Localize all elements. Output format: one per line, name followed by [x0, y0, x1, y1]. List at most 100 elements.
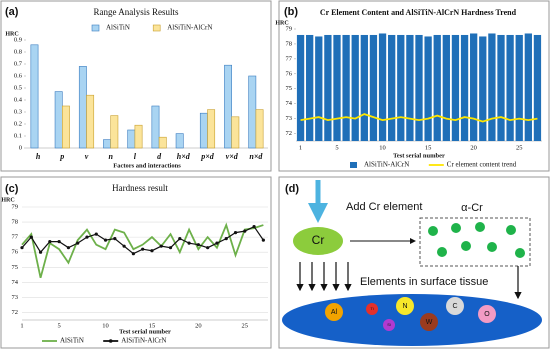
bar [110, 115, 119, 149]
y-tick-label: 73 [286, 115, 293, 122]
y-tick-label: 75 [12, 264, 19, 271]
y-tick-label: 0.7 [14, 60, 23, 67]
bar [324, 34, 332, 142]
bar [255, 109, 264, 149]
point [206, 246, 210, 250]
x-tick-label: 20 [470, 144, 477, 151]
y-tick-label: 79 [12, 203, 19, 210]
bar [415, 34, 423, 142]
x-tick-label: 10 [379, 144, 386, 151]
x-tick-label: 5 [335, 144, 338, 151]
y-tick-label: 0.4 [14, 96, 23, 103]
cr-label: Cr [312, 233, 325, 247]
point [141, 247, 145, 251]
bar [360, 34, 368, 142]
legend-label: AlSiTiN-AlCrN [167, 24, 212, 32]
bar [158, 136, 167, 149]
y-tick-label: 72 [286, 130, 293, 137]
bar [78, 66, 87, 149]
point [131, 252, 135, 256]
point [29, 235, 33, 239]
bar [351, 34, 359, 142]
bar [127, 129, 136, 149]
y-tick-label: 79 [286, 25, 293, 32]
x-tick-label: 25 [242, 322, 249, 329]
y-tick-label: 76 [12, 249, 19, 256]
diagram: (d) Add Cr element Cr α-Cr Elements in s… [282, 180, 542, 346]
bar [333, 34, 341, 142]
panel-label: (d) [285, 183, 299, 195]
bar [342, 34, 350, 142]
bar [134, 124, 143, 149]
point [122, 244, 126, 248]
bar [306, 34, 314, 142]
bar [224, 64, 233, 149]
chart-title: Range Analysis Results [94, 7, 179, 17]
bar [86, 94, 95, 149]
x-tick-label: h [36, 152, 41, 161]
y-tick-label: 0.6 [14, 72, 23, 79]
y-tick-label: 0.2 [14, 120, 22, 127]
y-tick-label: 72 [12, 309, 19, 316]
point [113, 237, 117, 241]
bar [470, 33, 478, 142]
element: N [402, 303, 407, 310]
point [187, 241, 191, 245]
y-tick-label: 77 [286, 55, 293, 62]
point [150, 249, 154, 253]
point [243, 229, 247, 233]
y-tick-label: 73 [12, 294, 19, 301]
bar [378, 33, 387, 142]
phase-box [419, 217, 531, 267]
x-tick-label: v [85, 152, 89, 161]
bar [296, 34, 305, 142]
point [178, 237, 182, 241]
point [85, 235, 89, 239]
y-axis-label: HRC [5, 31, 18, 37]
bar [406, 34, 414, 142]
y-tick-label: 0.5 [14, 84, 22, 91]
point [224, 237, 228, 241]
chart-title: Cr Element Content and AlSiTiN-AlCrN Har… [320, 8, 517, 17]
legend-label: AlSiTiN [60, 337, 84, 345]
x-tick-label: p×d [200, 152, 215, 161]
legend-marker [108, 339, 113, 343]
bar [433, 34, 441, 142]
x-tick-label: p [59, 152, 64, 161]
legend-swatch [152, 24, 161, 32]
y-tick-label: 78 [12, 219, 19, 226]
panel-frame [0, 176, 272, 349]
bar [497, 34, 505, 142]
y-tick-label: 78 [286, 40, 293, 47]
y-tick-label: 0 [19, 144, 22, 151]
bar [248, 75, 257, 149]
bar [479, 36, 487, 141]
point [196, 243, 200, 247]
element: C [452, 303, 457, 310]
surface [282, 294, 542, 346]
x-tick-label: n [108, 152, 113, 161]
x-tick-label: 15 [149, 322, 156, 329]
point [57, 240, 61, 244]
line [300, 113, 538, 123]
phase-label: α-Cr [461, 202, 483, 214]
element: Si [387, 322, 391, 327]
panel-label: (a) [5, 6, 19, 18]
y-tick-label: 0.3 [14, 108, 22, 115]
point [261, 238, 265, 242]
legend-label: Cr element content trend [447, 161, 517, 169]
x-tick-label: 1 [20, 322, 23, 329]
point [38, 250, 43, 254]
panel-frame [278, 0, 550, 172]
y-tick-label: 0.1 [14, 132, 22, 139]
y-tick-label: 0.9 [14, 36, 22, 43]
legend-label: AlSiTiN [106, 24, 130, 32]
bar [61, 105, 70, 149]
element: Al [331, 309, 338, 316]
point [76, 241, 80, 245]
point [94, 232, 98, 236]
x-tick-label: 25 [516, 144, 523, 151]
bar [424, 36, 432, 141]
x-axis-label: Test serial number [119, 328, 171, 335]
